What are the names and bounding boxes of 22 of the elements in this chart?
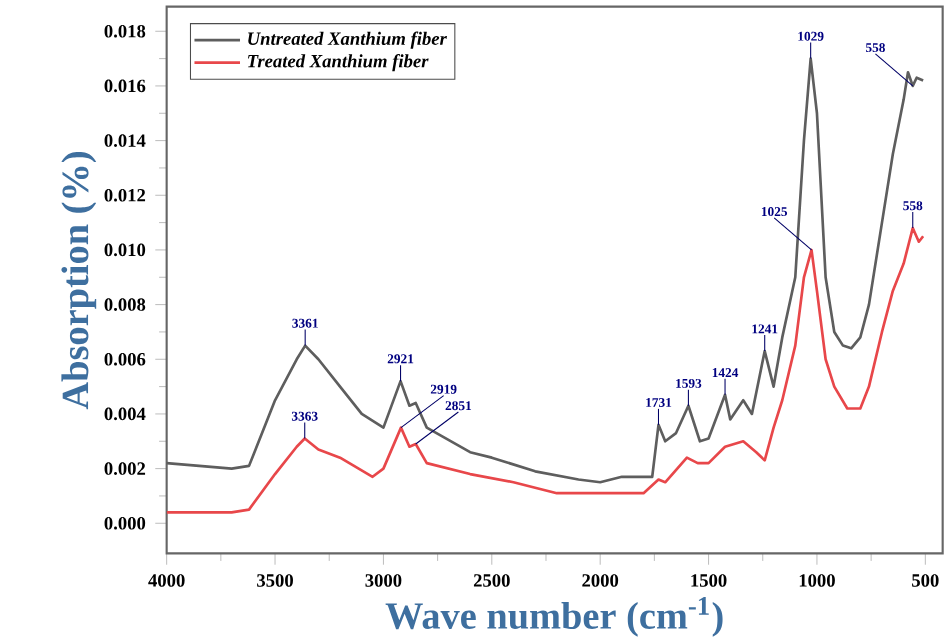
y-tick-label: 0.008: [104, 298, 146, 311]
x-tick-label: 1000: [799, 574, 835, 587]
y-tick-label: 0.000: [104, 516, 146, 530]
legend-label: Treated Xanthium fiber: [248, 54, 429, 72]
y-tick-label: 0.006: [104, 352, 146, 366]
y-tick-label: 0.012: [104, 188, 146, 202]
x-tick-label: 3000: [365, 574, 402, 587]
y-tick-label: 0.014: [104, 134, 146, 147]
x-tick-label: 2500: [473, 574, 510, 587]
x-axis-title: Wave number (cm$^{-1}$): [385, 597, 723, 637]
x-tick-label: 1500: [691, 574, 727, 587]
x-tick-label: 3500: [257, 574, 293, 587]
y-tick-label: 0.002: [104, 462, 146, 475]
y-axis-title: Absorption (%): [61, 152, 97, 410]
y-tick-label: 0.004: [104, 407, 146, 421]
y-tick-label: 0.016: [104, 79, 146, 93]
legend-label: Untreated Xanthium fiber: [248, 31, 447, 49]
y-tick-label: 0.010: [104, 243, 146, 257]
x-tick-label: 4000: [148, 574, 185, 587]
x-tick-label: 2000: [582, 574, 619, 587]
x-tick-label: 500: [912, 574, 939, 587]
y-tick-label: 0.018: [104, 24, 146, 38]
